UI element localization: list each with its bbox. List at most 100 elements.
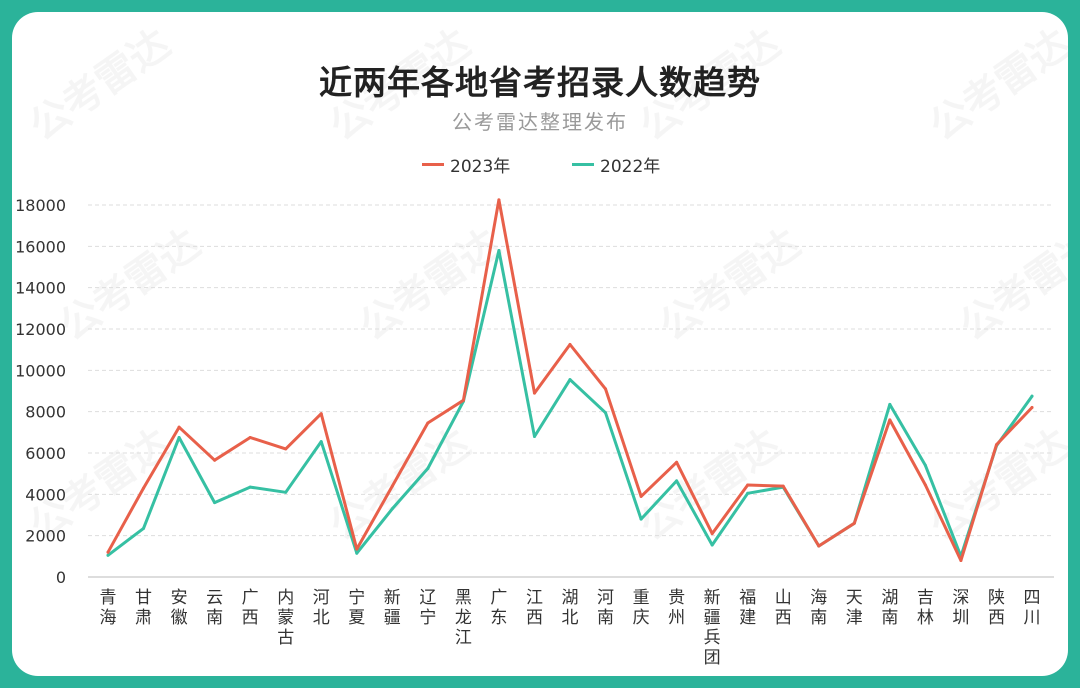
watermark-text: 公考雷达	[921, 421, 1068, 550]
x-tick-label: 吉林	[917, 588, 934, 628]
data-point-2023	[319, 412, 323, 416]
data-point-2022	[177, 436, 181, 439]
data-point-2022	[532, 434, 536, 438]
series-line-2022	[106, 249, 1034, 558]
x-tick-label: 湖北	[562, 588, 579, 628]
y-tick-label: 16000	[15, 237, 66, 256]
y-tick-label: 14000	[15, 279, 66, 298]
x-tick-label: 广西	[242, 588, 259, 628]
data-point-2022	[675, 479, 679, 483]
watermark-text: 公考雷达	[921, 21, 1068, 150]
x-tick-label: 新疆	[384, 588, 401, 628]
x-tick-label: 海南	[810, 588, 827, 628]
data-point-2023	[959, 558, 963, 562]
data-point-2023	[817, 544, 821, 548]
data-point-2022	[497, 248, 501, 252]
watermark-text: 公考雷达	[321, 21, 478, 150]
chart-subtitle: 公考雷达整理发布	[452, 110, 628, 134]
x-tick-label: 河北	[313, 588, 330, 628]
watermark-text: 公考雷达	[651, 221, 808, 350]
data-point-2022	[710, 543, 714, 547]
x-tick-label: 广东	[490, 588, 507, 628]
data-point-2022	[319, 440, 323, 444]
x-tick-label: 重庆	[633, 588, 650, 628]
y-tick-label: 0	[56, 568, 66, 587]
x-tick-label: 河南	[597, 588, 614, 628]
x-tick-label: 湖南	[881, 588, 898, 628]
legend-label-2022: 2022年	[600, 156, 661, 177]
x-tick-label: 辽宁	[419, 588, 436, 628]
chart-title: 近两年各地省考招录人数趋势	[319, 63, 761, 102]
x-tick-label: 陕西	[988, 588, 1005, 628]
data-point-2022	[284, 490, 288, 494]
data-point-2023	[248, 436, 252, 439]
data-point-2022	[888, 402, 892, 406]
data-point-2022	[923, 463, 927, 467]
data-point-2022	[390, 507, 394, 511]
watermark-text: 公考雷达	[51, 221, 208, 350]
data-point-2023	[213, 458, 217, 462]
data-point-2023	[852, 521, 856, 525]
data-point-2022	[106, 553, 110, 557]
data-point-2023	[106, 550, 110, 554]
data-point-2022	[142, 526, 146, 530]
data-point-2023	[568, 343, 572, 346]
x-tick-label: 福建	[739, 588, 756, 628]
data-point-2023	[675, 460, 679, 464]
x-tick-label: 宁夏	[348, 588, 365, 628]
data-point-2022	[568, 378, 572, 382]
data-point-2022	[1030, 394, 1034, 398]
y-tick-label: 8000	[25, 403, 66, 422]
y-tick-label: 6000	[25, 444, 66, 463]
data-point-2023	[461, 398, 465, 402]
data-point-2022	[213, 501, 217, 505]
watermark-text: 公考雷达	[951, 221, 1068, 350]
x-tick-label: 四川	[1024, 588, 1041, 628]
data-point-2023	[923, 483, 927, 487]
data-point-2022	[639, 517, 643, 521]
watermark-text: 公考雷达	[321, 421, 478, 550]
data-point-2023	[604, 387, 608, 391]
chart-card: 近两年各地省考招录人数趋势 公考雷达整理发布 2023年 2022年 公考雷达公…	[12, 12, 1068, 676]
data-point-2022	[746, 491, 750, 495]
x-tick-label: 山西	[775, 588, 792, 628]
y-tick-label: 18000	[15, 196, 66, 215]
y-tick-label: 2000	[25, 527, 66, 546]
data-point-2023	[142, 486, 146, 490]
data-point-2023	[781, 484, 785, 488]
x-tick-label: 贵州	[668, 588, 685, 628]
x-tick-label: 天津	[846, 588, 863, 628]
data-point-2023	[888, 418, 892, 422]
data-point-2022	[426, 467, 430, 470]
legend-swatch-2022	[572, 162, 594, 166]
data-point-2023	[639, 494, 643, 498]
x-tick-label: 甘肃	[135, 588, 152, 628]
legend-item-2022: 2022年	[572, 152, 661, 177]
y-tick-label: 12000	[15, 320, 66, 339]
watermark-text: 公考雷达	[631, 21, 788, 150]
y-tick-label: 10000	[15, 361, 66, 380]
data-point-2023	[284, 447, 288, 451]
data-point-2023	[497, 198, 501, 202]
x-tick-label: 内蒙古	[277, 588, 294, 648]
x-tick-label: 新疆兵团	[704, 588, 721, 668]
chart-legend: 2023年 2022年	[12, 152, 1068, 177]
x-tick-label: 江西	[526, 588, 543, 628]
data-point-2022	[604, 411, 608, 415]
data-point-2023	[1030, 406, 1034, 410]
x-tick-label: 青海	[100, 588, 117, 628]
legend-item-2023: 2023年	[422, 152, 511, 177]
data-point-2023	[355, 547, 359, 551]
data-point-2022	[248, 485, 252, 489]
x-tick-label: 云南	[206, 588, 223, 628]
legend-swatch-2023	[422, 162, 444, 166]
data-point-2022	[355, 551, 359, 555]
data-point-2023	[994, 443, 998, 447]
data-point-2023	[532, 391, 536, 395]
x-tick-label: 深圳	[952, 588, 969, 628]
data-point-2023	[746, 483, 750, 487]
y-tick-label: 4000	[25, 485, 66, 504]
legend-label-2023: 2023年	[450, 156, 511, 177]
